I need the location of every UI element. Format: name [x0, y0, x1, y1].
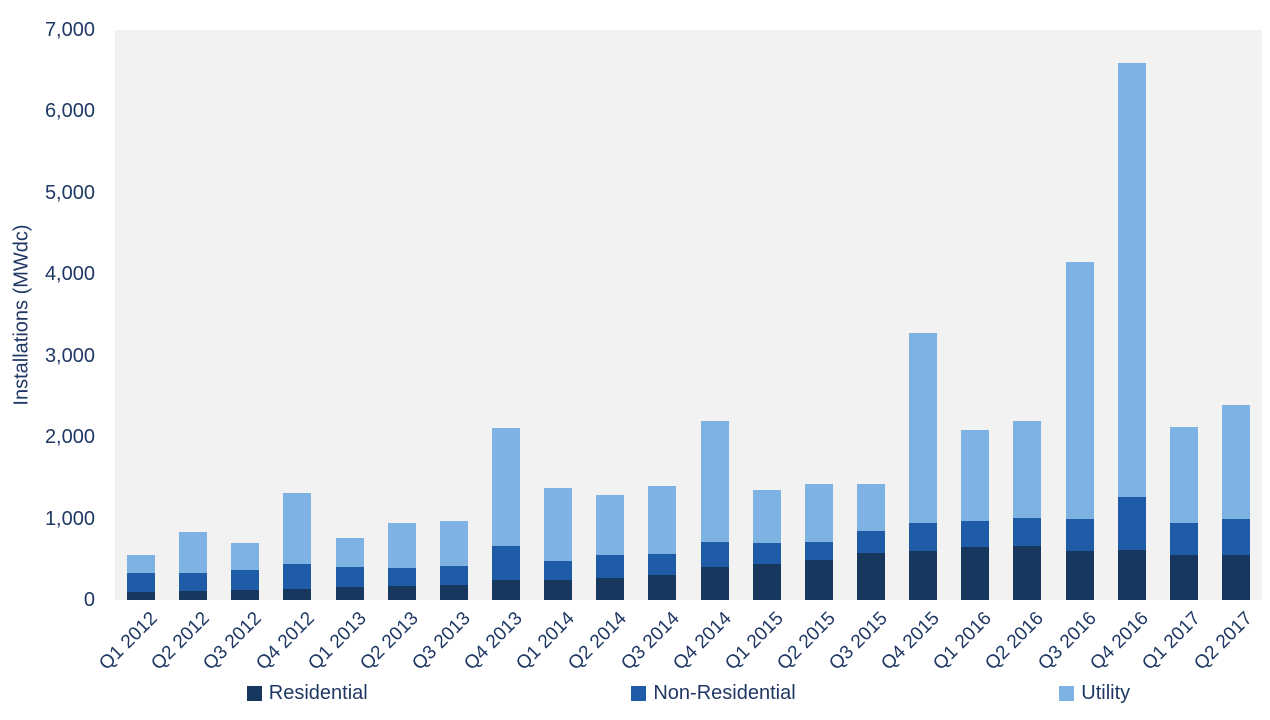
bar-segment-non-residential [1065, 518, 1094, 552]
bar-segment-non-residential [1221, 518, 1250, 556]
bar-segment-residential [179, 591, 208, 600]
bar-segment-non-residential [179, 572, 208, 592]
bar-segment-non-residential [283, 564, 312, 589]
bar-segment-non-residential [1169, 522, 1198, 556]
legend-label: Non-Residential [653, 681, 796, 704]
bar-segment-residential [856, 552, 885, 600]
legend-swatch-icon [246, 685, 262, 701]
bar-segment-non-residential [335, 566, 364, 587]
bar-segment-utility [804, 483, 833, 543]
bar-segment-non-residential [752, 543, 781, 565]
bar-segment-residential [596, 578, 625, 600]
bar-segment-utility [1117, 62, 1146, 497]
bar-segment-utility [648, 486, 677, 555]
bar-segment-non-residential [961, 521, 990, 548]
legend-item-non-residential: Non-Residential [631, 681, 796, 705]
y-tick-label: 6,000 [44, 100, 95, 123]
bar-segment-utility [127, 555, 156, 574]
bar-segment-non-residential [700, 542, 729, 568]
bar-segment-residential [909, 551, 938, 600]
y-tick-label: 0 [83, 589, 95, 611]
legend-item-residential: Residential [246, 681, 368, 705]
bar-segment-utility [231, 543, 260, 570]
bar-segment-residential [1013, 546, 1042, 600]
legend-swatch-icon [631, 685, 647, 701]
bar-segment-utility [596, 494, 625, 556]
bar-segment-utility [1013, 420, 1042, 518]
bar-segment-utility [1169, 427, 1198, 523]
plot-area [115, 30, 1262, 600]
bar-segment-residential [387, 586, 416, 600]
bar-segment-residential [283, 588, 312, 600]
bar-segment-residential [335, 586, 364, 600]
bar-segment-residential [544, 580, 573, 600]
bar-segment-utility [909, 332, 938, 524]
bar-segment-utility [1065, 262, 1094, 519]
bar-segment-utility [961, 429, 990, 522]
bar-segment-residential [1169, 555, 1198, 600]
bar-segment-residential [1117, 549, 1146, 600]
bar-segment-non-residential [856, 530, 885, 553]
bar-segment-utility [335, 538, 364, 567]
x-axis: Q1 2012 Q2 2012 Q3 2012 Q4 2012 Q1 2013 Q2 20… [96, 606, 1262, 684]
bar-segment-utility [1221, 405, 1250, 519]
bar-segment-utility [752, 490, 781, 543]
legend: Residential Non-Residential Utility [115, 678, 1262, 708]
bar-segment-residential [1065, 551, 1094, 600]
bar-segment-non-residential [387, 568, 416, 587]
bar-segment-utility [544, 488, 573, 561]
bar-segment-residential [127, 591, 156, 600]
y-tick-label: 3,000 [44, 344, 95, 367]
bar-segment-utility [439, 520, 468, 566]
bar-segment-utility [179, 532, 208, 573]
legend-swatch-icon [1059, 685, 1075, 701]
bar-segment-utility [700, 420, 729, 543]
bar-segment-residential [1221, 555, 1250, 600]
bar-segment-non-residential [648, 554, 677, 575]
bar-segment-non-residential [544, 560, 573, 581]
bar-segment-utility [387, 522, 416, 569]
bar-segment-residential [492, 579, 521, 600]
bar-segment-utility [492, 428, 521, 547]
y-tick-label: 1,000 [44, 507, 95, 530]
bar-segment-non-residential [1013, 517, 1042, 547]
y-tick-label: 4,000 [44, 263, 95, 286]
legend-item-utility: Utility [1059, 682, 1130, 705]
bar-segment-utility [283, 492, 312, 565]
bar-segment-non-residential [439, 565, 468, 585]
bar-segment-residential [804, 560, 833, 600]
legend-label: Residential [268, 681, 368, 704]
bar-segment-residential [961, 547, 990, 600]
y-axis-title: Installations (MWdc) [10, 224, 33, 406]
bar-segment-non-residential [596, 555, 625, 579]
bar-segment-residential [231, 590, 260, 600]
bar-segment-non-residential [909, 523, 938, 552]
bar-segment-non-residential [804, 542, 833, 561]
y-tick-label: 5,000 [44, 181, 95, 204]
bar-segment-non-residential [127, 573, 156, 592]
legend-label: Utility [1081, 681, 1131, 704]
bar-segment-non-residential [231, 569, 260, 591]
bar-segment-residential [752, 564, 781, 600]
y-tick-label: 7,000 [44, 19, 95, 41]
bar-segment-utility [856, 483, 885, 531]
bar-segment-residential [439, 584, 468, 600]
bar-segment-residential [700, 567, 729, 600]
bar-segment-residential [648, 574, 677, 600]
y-tick-label: 2,000 [44, 426, 95, 449]
bar-segment-non-residential [492, 546, 521, 580]
bar-segment-non-residential [1117, 496, 1146, 550]
